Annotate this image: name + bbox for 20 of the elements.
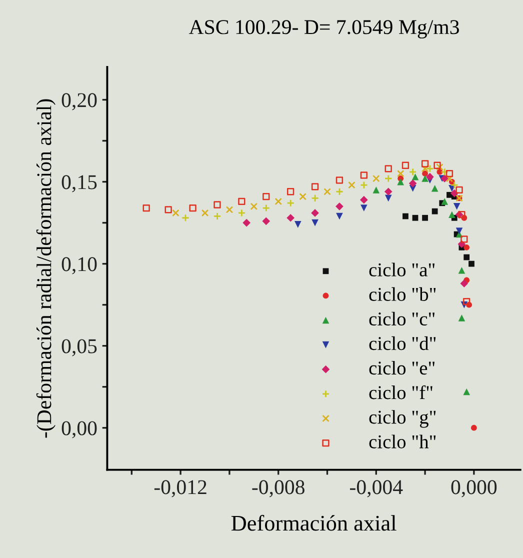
y-tick-label: 0,00 (62, 421, 97, 438)
legend-label: ciclo "c" (369, 312, 434, 326)
x-tick-label: 0,000 (451, 480, 497, 498)
legend-label: ciclo "e" (369, 360, 434, 375)
y-tick-label: 0,20 (62, 93, 97, 110)
x-tick-label: -0,008 (252, 480, 304, 498)
y-axis-title: -(Deformación radial/deformación axial) (36, 99, 56, 438)
legend-label: ciclo "h" (369, 434, 436, 448)
legend-label: ciclo "b" (369, 287, 436, 301)
y-tick-label: 0,05 (62, 339, 97, 356)
x-axis-title: Deformación axial (231, 514, 396, 531)
x-tick-label: -0,004 (350, 480, 403, 498)
legend-label: ciclo "g" (369, 410, 436, 428)
x-tick-label: -0,012 (154, 480, 206, 498)
legend-label: ciclo "a" (369, 262, 434, 276)
legend-label: ciclo "f" (369, 385, 432, 400)
legend-label: ciclo "d" (369, 336, 436, 350)
y-tick-label: 0,15 (62, 175, 97, 192)
y-tick-label: 0,10 (62, 257, 97, 274)
chart-title: ASC 100.29- D= 7.0549 Mg/m3 (188, 20, 459, 38)
